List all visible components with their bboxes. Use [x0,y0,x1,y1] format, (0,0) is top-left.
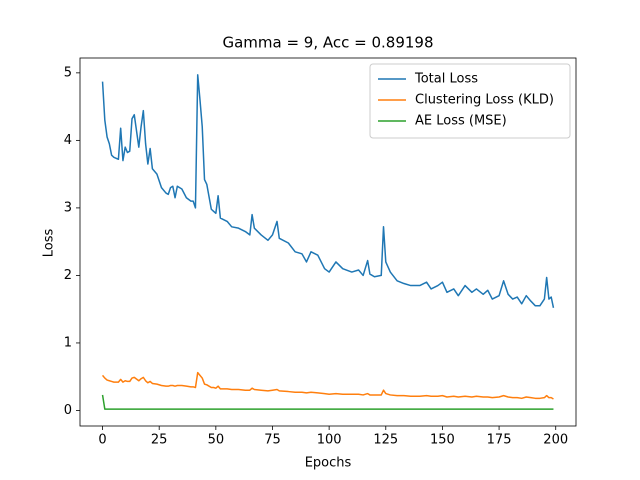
line-series [101,74,555,308]
x-tick-label: 200 [543,433,568,448]
y-tick-label: 2 [64,268,72,283]
x-axis-label: Epochs [305,456,352,471]
x-tick-label: 150 [430,433,455,448]
x-tick-label: 175 [487,433,512,448]
y-tick-label: 5 [64,65,72,80]
y-tick-label: 3 [64,200,72,215]
y-tick-label: 0 [64,403,72,418]
y-tick-label: 1 [64,335,72,350]
axes-frame [79,57,577,427]
x-tick-label: 75 [264,433,281,448]
line-series [101,394,554,410]
legend-label: Total Loss [414,72,478,87]
y-axis-label: Loss [42,229,57,258]
legend-label: AE Loss (MSE) [415,114,507,129]
x-tick-label: 125 [373,433,398,448]
x-tick-label: 0 [98,433,106,448]
x-tick-label: 50 [208,433,225,448]
legend-box [369,63,571,139]
y-tick-label: 4 [64,133,72,148]
line-series [101,371,554,400]
legend-label: Clustering Loss (KLD) [415,93,554,108]
x-tick-label: 100 [317,433,342,448]
chart-title: Gamma = 9, Acc = 0.89198 [222,34,433,52]
x-tick-label: 25 [151,433,168,448]
